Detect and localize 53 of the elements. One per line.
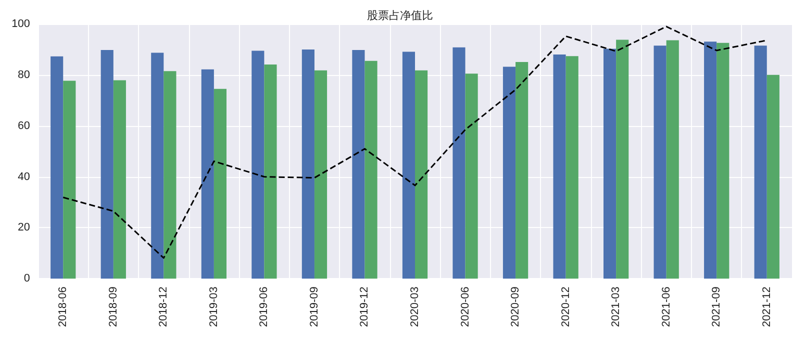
x-tick-label: 2019-03 xyxy=(208,286,220,328)
bar xyxy=(63,80,76,279)
y-tick-label: 40 xyxy=(18,170,30,183)
bar xyxy=(151,52,164,279)
bar xyxy=(352,50,365,279)
x-tick-label: 2020-03 xyxy=(409,286,421,328)
bar xyxy=(252,50,264,279)
y-tick-label: 0 xyxy=(24,272,30,285)
bar xyxy=(201,69,214,279)
bar xyxy=(754,46,767,279)
bar xyxy=(704,42,717,279)
x-tick-label: 2020-09 xyxy=(510,286,522,328)
bar xyxy=(452,47,466,279)
bar xyxy=(113,80,126,279)
x-tick-label: 2019-06 xyxy=(258,286,270,328)
x-tick-label: 2018-12 xyxy=(158,286,170,328)
bar xyxy=(164,71,176,279)
bar xyxy=(502,66,516,279)
x-tick-label: 2018-06 xyxy=(57,286,70,328)
y-tick-label: 100 xyxy=(12,18,30,30)
x-tick-label: 2021-09 xyxy=(710,286,723,328)
line-series xyxy=(62,26,768,259)
bar xyxy=(666,40,679,279)
bar xyxy=(566,56,578,279)
x-tick-label: 2020-06 xyxy=(459,286,472,328)
x-tick-label: 2021-03 xyxy=(610,286,622,328)
x-tick-label: 2021-12 xyxy=(760,286,773,328)
bar xyxy=(214,88,226,279)
x-tick-label: 2018-09 xyxy=(107,286,120,328)
bar xyxy=(654,46,666,279)
bar xyxy=(364,60,378,279)
bar xyxy=(766,74,780,279)
bar xyxy=(465,74,478,279)
bar xyxy=(100,50,114,279)
y-tick-label: 20 xyxy=(18,222,30,234)
x-tick-label: 2021-06 xyxy=(660,286,672,328)
bar xyxy=(264,64,277,279)
bar xyxy=(314,70,328,279)
bar xyxy=(415,70,428,279)
y-tick-label: 60 xyxy=(18,120,30,132)
bar xyxy=(716,42,730,279)
x-tick-label: 2020-12 xyxy=(560,286,572,328)
bar xyxy=(50,56,64,279)
bar xyxy=(616,40,629,279)
x-tick-label: 2019-09 xyxy=(308,286,320,328)
y-tick-label: 80 xyxy=(18,68,30,81)
bar xyxy=(402,52,415,279)
bar xyxy=(302,49,314,279)
x-tick-label: 2019-12 xyxy=(358,286,371,328)
bar xyxy=(553,54,566,279)
bar xyxy=(516,62,528,279)
chart-title: 股票占净值比 xyxy=(367,9,433,22)
bar xyxy=(604,48,616,279)
